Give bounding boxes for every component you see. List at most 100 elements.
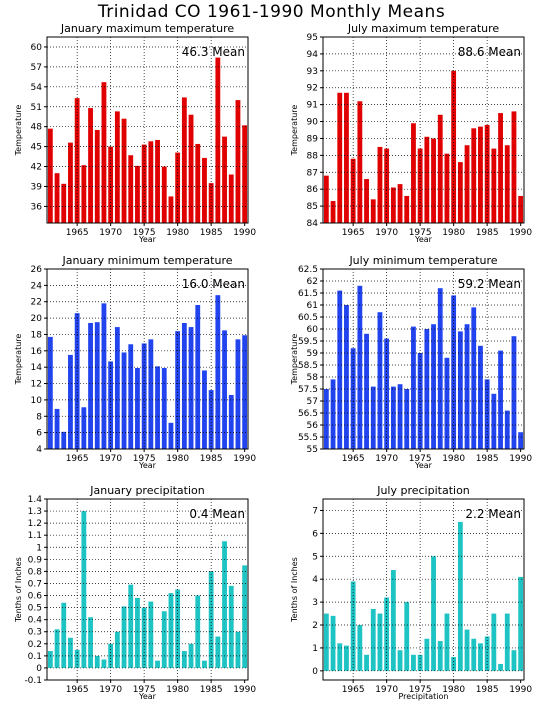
july-maximum-temperature-ytick-label: 84: [307, 219, 319, 229]
july-minimum-temperature-ytick-label: 58.5: [298, 361, 318, 371]
july-precipitation-ytick-label: 4: [312, 575, 318, 585]
july-precipitation-ytick-label: 2: [312, 621, 318, 631]
january-minimum-temperature-xtick-label: 1975: [133, 454, 156, 464]
july-minimum-temperature-ytick-label: 60.5: [298, 313, 318, 323]
january-precipitation-bar-1969: [101, 659, 107, 668]
january-precipitation-bar-1964: [68, 637, 73, 668]
january-precipitation-bar-1961: [47, 651, 53, 668]
january-precipitation-x-axis-label: Year: [138, 692, 157, 701]
july-maximum-temperature-bar-1970: [384, 148, 390, 223]
january-minimum-temperature-ytick-label: 24: [31, 281, 43, 291]
january-minimum-temperature-bar-1967: [88, 323, 93, 449]
january-precipitation-ytick-label: 0.6: [28, 592, 43, 602]
july-maximum-temperature-xtick-label: 1965: [342, 228, 365, 238]
january-precipitation-frame: [46, 498, 249, 681]
january-minimum-temperature-bar-1963: [61, 431, 67, 449]
july-precipitation-bar-1976: [424, 638, 430, 671]
july-maximum-temperature-bar-1985: [484, 124, 490, 223]
july-minimum-temperature-bar-1964: [344, 305, 349, 449]
january-minimum-temperature-bar-1990: [242, 335, 248, 449]
july-maximum-temperature-ytick-label: 93: [307, 67, 318, 77]
january-minimum-temperature-xtick-label: 1985: [200, 454, 223, 464]
july-minimum-temperature-bar-1973: [404, 389, 410, 449]
july-minimum-temperature-chart: 55 55.5 56 56.5 57 57.5 58 58.5 59 59.5 60 60.5 61 61…: [290, 254, 532, 470]
july-minimum-temperature-ytick-label: 58: [307, 373, 319, 383]
july-maximum-temperature-bar-1976: [424, 136, 430, 223]
july-precipitation-ytick-label: 7: [312, 506, 318, 516]
july-minimum-temperature-bar-1979: [444, 357, 450, 449]
january-minimum-temperature-bar-1980: [175, 331, 181, 449]
january-maximum-temperature-bar-1984: [202, 157, 207, 223]
july-precipitation-bar-1962: [330, 615, 336, 671]
january-minimum-temperature-ytick-label: 26: [31, 265, 43, 275]
july-precipitation-chart: 0 1 2 3 4 5 6 7 1965 1970 1975 1980 1985 1990 July pre…: [290, 484, 532, 701]
january-maximum-temperature-bar-1988: [228, 174, 234, 223]
january-minimum-temperature-bar-1987: [222, 330, 227, 449]
january-maximum-temperature-bar-1989: [235, 100, 241, 223]
january-precipitation-ytick-label: 0.8: [28, 567, 43, 577]
july-maximum-temperature-bar-1974: [411, 123, 416, 223]
january-minimum-temperature-bar-1976: [148, 339, 154, 449]
january-maximum-temperature-bar-1974: [135, 165, 140, 223]
january-maximum-temperature-xtick-label: 1980: [166, 228, 189, 238]
july-maximum-temperature-bar-1983: [471, 128, 477, 223]
july-minimum-temperature-bar-1962: [330, 379, 336, 449]
july-precipitation-bar-1989: [511, 650, 517, 671]
january-minimum-temperature-bar-1978: [161, 368, 167, 449]
january-maximum-temperature-xtick-label: 1985: [200, 228, 223, 238]
january-minimum-temperature-ytick-label: 20: [31, 314, 43, 324]
july-minimum-temperature-ytick-label: 59.5: [298, 337, 318, 347]
january-maximum-temperature-ytick-label: 48: [31, 123, 43, 133]
july-precipitation-bar-1973: [404, 602, 410, 671]
january-maximum-temperature-ytick-label: 57: [31, 63, 42, 73]
july-minimum-temperature-bar-1972: [397, 384, 403, 449]
january-precipitation-bar-1963: [61, 602, 67, 668]
july-precipitation-xtick-label: 1980: [442, 685, 465, 695]
january-minimum-temperature-xtick-label: 1990: [233, 454, 256, 464]
july-maximum-temperature-bar-1975: [417, 148, 423, 223]
january-precipitation-xtick-label: 1975: [133, 685, 156, 695]
january-precipitation-bar-1988: [228, 585, 234, 668]
july-precipitation-bar-1979: [444, 613, 450, 671]
july-maximum-temperature-bar-1990: [518, 195, 524, 223]
july-precipitation-ytick-label: 6: [312, 529, 318, 539]
july-maximum-temperature-ytick-label: 87: [307, 168, 318, 178]
july-precipitation-bar-1983: [471, 638, 477, 671]
july-minimum-temperature-mean-label: 59.2 Mean: [458, 277, 521, 291]
january-maximum-temperature-xtick-label: 1965: [66, 228, 89, 238]
july-minimum-temperature-bar-1977: [431, 324, 436, 449]
january-minimum-temperature-frame: [46, 268, 249, 450]
july-minimum-temperature-ytick-label: 56: [307, 421, 319, 431]
july-maximum-temperature-xtick-label: 1980: [442, 228, 465, 238]
january-precipitation-xtick-label: 1980: [166, 685, 189, 695]
july-minimum-temperature-bar-1986: [491, 393, 497, 449]
july-maximum-temperature-bar-1968: [370, 199, 376, 223]
january-maximum-temperature-ytick-label: 42: [31, 163, 42, 173]
january-maximum-temperature-ytick-label: 51: [31, 103, 42, 113]
july-precipitation-xtick-label: 1990: [509, 685, 532, 695]
january-minimum-temperature-bar-1983: [195, 305, 201, 449]
january-minimum-temperature-ytick-label: 8: [36, 412, 42, 422]
july-minimum-temperature-ytick-label: 55.5: [298, 433, 318, 443]
july-maximum-temperature-ytick-label: 88: [307, 151, 319, 161]
january-precipitation-y-axis-label: Tenths of Inches: [14, 557, 23, 623]
january-precipitation-bar-1966: [81, 511, 87, 668]
july-maximum-temperature-xtick-label: 1975: [409, 228, 432, 238]
january-maximum-temperature-ytick-label: 45: [31, 143, 42, 153]
july-minimum-temperature-bar-1961: [323, 389, 329, 449]
july-minimum-temperature-y-axis-label: Temperature: [290, 334, 299, 386]
january-minimum-temperature-bar-1982: [188, 327, 194, 449]
january-precipitation-bar-1968: [94, 655, 100, 668]
january-precipitation-bar-1984: [202, 660, 207, 668]
january-precipitation-ytick-label: 1.1: [28, 531, 42, 541]
july-minimum-temperature-ytick-label: 59: [307, 349, 319, 359]
january-minimum-temperature-xtick-label: 1970: [99, 454, 122, 464]
january-maximum-temperature-bar-1969: [101, 82, 107, 223]
july-maximum-temperature-ytick-label: 94: [307, 50, 319, 60]
january-precipitation-xtick-label: 1990: [233, 685, 256, 695]
july-minimum-temperature-bar-1970: [384, 338, 390, 449]
july-maximum-temperature-bar-1967: [364, 179, 369, 223]
january-maximum-temperature-bar-1977: [155, 139, 160, 223]
july-precipitation-bar-1965: [350, 581, 356, 671]
january-maximum-temperature-bar-1964: [68, 142, 73, 223]
